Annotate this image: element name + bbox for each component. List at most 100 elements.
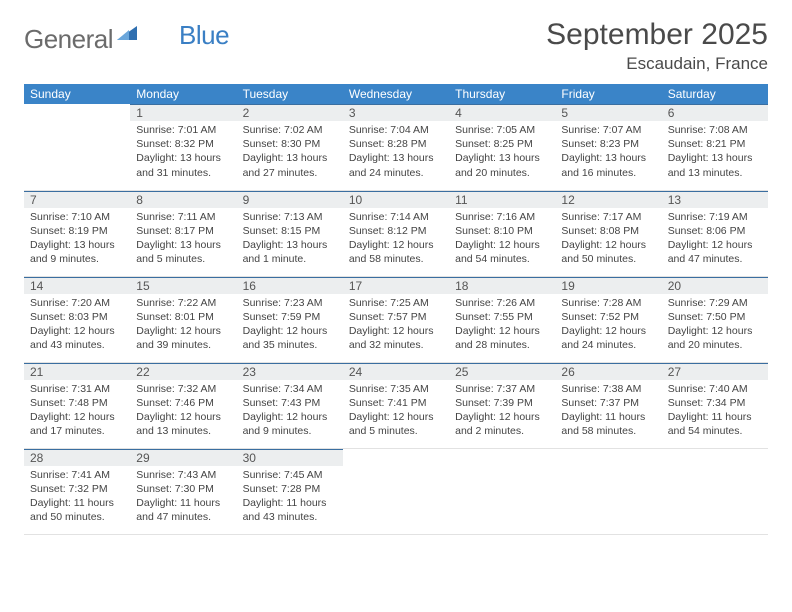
sunset-text: Sunset: 7:28 PM (243, 482, 337, 496)
sunrise-text: Sunrise: 7:17 AM (561, 210, 655, 224)
daylight-line1: Daylight: 12 hours (455, 324, 549, 338)
day-number: 20 (662, 277, 768, 294)
title-block: September 2025 Escaudain, France (546, 18, 768, 74)
daylight-line1: Daylight: 12 hours (349, 238, 443, 252)
sunrise-text: Sunrise: 7:08 AM (668, 123, 762, 137)
calendar-day-cell: 4Sunrise: 7:05 AMSunset: 8:25 PMDaylight… (449, 104, 555, 190)
sunset-text: Sunset: 8:15 PM (243, 224, 337, 238)
sunset-text: Sunset: 7:55 PM (455, 310, 549, 324)
day-number: 26 (555, 363, 661, 380)
day-number: 27 (662, 363, 768, 380)
daylight-line1: Daylight: 12 hours (136, 410, 230, 424)
calendar-day-cell: 24 Sunrise: 7:35 AMSunset: 7:41 PMDayligh… (343, 362, 449, 448)
daylight-line1: Daylight: 13 hours (136, 238, 230, 252)
sunset-text: Sunset: 7:30 PM (136, 482, 230, 496)
daylight-line1: Daylight: 12 hours (349, 410, 443, 424)
sunset-text: Sunset: 7:57 PM (349, 310, 443, 324)
sunrise-text: Sunrise: 7:16 AM (455, 210, 549, 224)
daylight-line2: and 47 minutes. (668, 252, 762, 266)
daylight-line1: Daylight: 11 hours (30, 496, 124, 510)
day-number: 24 (343, 363, 449, 380)
calendar-day-cell: 27Sunrise: 7:40 AMSunset: 7:34 PMDayligh… (662, 362, 768, 448)
calendar-day-cell (449, 448, 555, 534)
calendar-day-cell (555, 448, 661, 534)
day-number: 1 (130, 104, 236, 121)
sunrise-text: Sunrise: 7:31 AM (30, 382, 124, 396)
day-details: Sunrise: 7:08 AMSunset: 8:21 PMDaylight:… (662, 121, 768, 184)
sunrise-text: Sunrise: 7:26 AM (455, 296, 549, 310)
calendar-day-cell: 16Sunrise: 7:23 AMSunset: 7:59 PMDayligh… (237, 276, 343, 362)
daylight-line2: and 16 minutes. (561, 166, 655, 180)
daylight-line1: Daylight: 13 hours (136, 151, 230, 165)
daylight-line1: Daylight: 13 hours (668, 151, 762, 165)
daylight-line2: and 58 minutes. (349, 252, 443, 266)
day-details: Sunrise: 7:34 AMSunset: 7:43 PMDaylight:… (237, 380, 343, 443)
day-number: 8 (130, 191, 236, 208)
day-details: Sunrise: 7:29 AMSunset: 7:50 PMDaylight:… (662, 294, 768, 357)
sunrise-text: Sunrise: 7:05 AM (455, 123, 549, 137)
calendar-day-cell: 14Sunrise: 7:20 AMSunset: 8:03 PMDayligh… (24, 276, 130, 362)
day-details: Sunrise: 7:26 AMSunset: 7:55 PMDaylight:… (449, 294, 555, 357)
daylight-line2: and 17 minutes. (30, 424, 124, 438)
sunrise-text: Sunrise: 7:14 AM (349, 210, 443, 224)
calendar-day-cell: 30Sunrise: 7:45 AMSunset: 7:28 PMDayligh… (237, 448, 343, 534)
day-details: Sunrise: 7:02 AMSunset: 8:30 PMDaylight:… (237, 121, 343, 184)
sunrise-text: Sunrise: 7:43 AM (136, 468, 230, 482)
calendar-day-cell (24, 104, 130, 190)
day-details: Sunrise: 7:01 AMSunset: 8:32 PMDaylight:… (130, 121, 236, 184)
sunset-text: Sunset: 7:32 PM (30, 482, 124, 496)
calendar-day-cell: 15Sunrise: 7:22 AMSunset: 8:01 PMDayligh… (130, 276, 236, 362)
day-number: 6 (662, 104, 768, 121)
day-details: Sunrise: 7:22 AMSunset: 8:01 PMDaylight:… (130, 294, 236, 357)
calendar-day-cell: 17Sunrise: 7:25 AMSunset: 7:57 PMDayligh… (343, 276, 449, 362)
day-number: 4 (449, 104, 555, 121)
sunrise-text: Sunrise: 7:37 AM (455, 382, 549, 396)
daylight-line1: Daylight: 12 hours (243, 324, 337, 338)
day-details: Sunrise: 7:45 AMSunset: 7:28 PMDaylight:… (237, 466, 343, 529)
daylight-line2: and 31 minutes. (136, 166, 230, 180)
month-title: September 2025 (546, 18, 768, 52)
day-details: Sunrise: 7:28 AMSunset: 7:52 PMDaylight:… (555, 294, 661, 357)
daylight-line1: Daylight: 12 hours (136, 324, 230, 338)
daylight-line2: and 50 minutes. (30, 510, 124, 524)
day-number: 7 (24, 191, 130, 208)
sunset-text: Sunset: 8:06 PM (668, 224, 762, 238)
daylight-line2: and 9 minutes. (243, 424, 337, 438)
daylight-line1: Daylight: 11 hours (561, 410, 655, 424)
sunrise-text: Sunrise: 7:20 AM (30, 296, 124, 310)
calendar-day-cell: 21Sunrise: 7:31 AMSunset: 7:48 PMDayligh… (24, 362, 130, 448)
day-details: Sunrise: 7:19 AMSunset: 8:06 PMDaylight:… (662, 208, 768, 271)
sunset-text: Sunset: 8:30 PM (243, 137, 337, 151)
daylight-line2: and 13 minutes. (668, 166, 762, 180)
daylight-line2: and 20 minutes. (668, 338, 762, 352)
calendar-day-cell: 25Sunrise: 7:37 AMSunset: 7:39 PMDayligh… (449, 362, 555, 448)
daylight-line1: Daylight: 13 hours (561, 151, 655, 165)
sunrise-text: Sunrise: 7:07 AM (561, 123, 655, 137)
sunrise-text: Sunrise: 7:01 AM (136, 123, 230, 137)
page-header: General Blue September 2025 Escaudain, F… (24, 18, 768, 74)
day-number: 18 (449, 277, 555, 294)
day-details: Sunrise: 7:14 AMSunset: 8:12 PMDaylight:… (343, 208, 449, 271)
day-details: Sunrise: 7:32 AMSunset: 7:46 PMDaylight:… (130, 380, 236, 443)
day-number: 9 (237, 191, 343, 208)
daylight-line2: and 43 minutes. (30, 338, 124, 352)
day-number: 25 (449, 363, 555, 380)
sunset-text: Sunset: 7:59 PM (243, 310, 337, 324)
day-details: Sunrise: 7:31 AMSunset: 7:48 PMDaylight:… (24, 380, 130, 443)
day-details: Sunrise: 7:23 AMSunset: 7:59 PMDaylight:… (237, 294, 343, 357)
day-number: 30 (237, 449, 343, 466)
daylight-line1: Daylight: 13 hours (30, 238, 124, 252)
day-number: 22 (130, 363, 236, 380)
sunrise-text: Sunrise: 7:35 AM (349, 382, 443, 396)
daylight-line2: and 54 minutes. (455, 252, 549, 266)
sunset-text: Sunset: 8:03 PM (30, 310, 124, 324)
day-details: Sunrise: 7:04 AMSunset: 8:28 PMDaylight:… (343, 121, 449, 184)
sunset-text: Sunset: 7:39 PM (455, 396, 549, 410)
daylight-line1: Daylight: 12 hours (668, 324, 762, 338)
sunset-text: Sunset: 7:48 PM (30, 396, 124, 410)
logo-text-blue: Blue (179, 20, 229, 51)
sunset-text: Sunset: 7:46 PM (136, 396, 230, 410)
sunset-text: Sunset: 7:41 PM (349, 396, 443, 410)
weekday-header: Thursday (449, 84, 555, 104)
sunrise-text: Sunrise: 7:11 AM (136, 210, 230, 224)
